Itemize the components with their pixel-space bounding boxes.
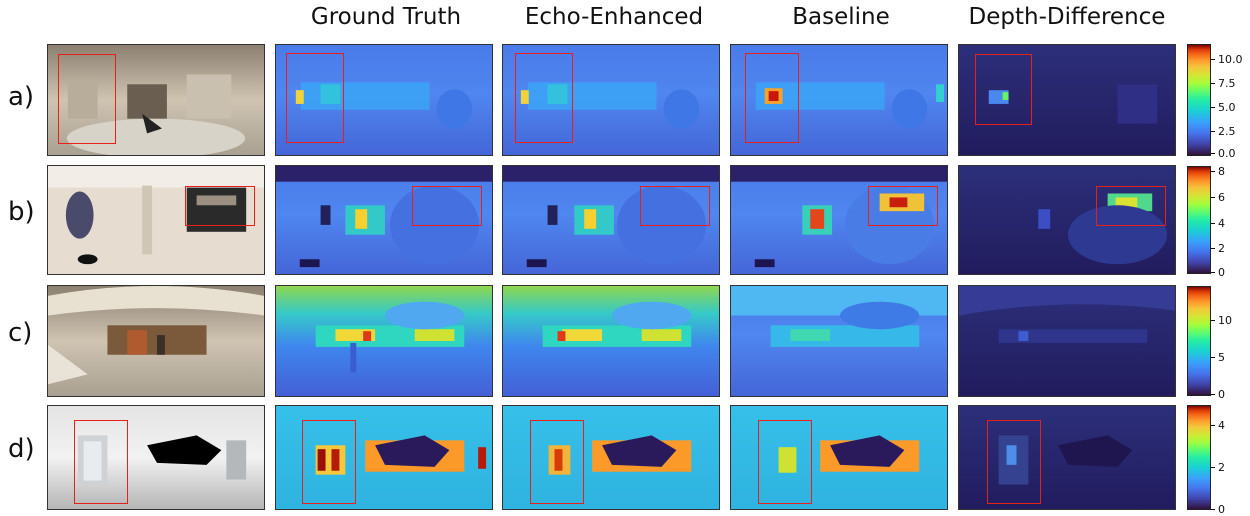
depth-map-echo-enhanced-b — [502, 165, 720, 275]
colorbar-tick-a-1: 7.5 — [1211, 78, 1236, 89]
depth-difference-map-b — [958, 165, 1176, 275]
highlight-box-ground-truth-a — [286, 53, 344, 143]
depth-difference-map-d — [958, 405, 1176, 510]
colorbar-tick-a-4: 0.0 — [1211, 148, 1236, 159]
depth-map-ground-truth-a — [275, 44, 493, 156]
highlight-box-echo-enhanced-b — [640, 186, 710, 226]
depth-difference-map-a — [958, 44, 1176, 156]
column-header-baseline: Baseline — [792, 4, 890, 30]
depth-map-ground-truth-d — [275, 405, 493, 510]
row-label-b: b) — [8, 197, 35, 227]
colorbar-tick-a-0: 10.0 — [1211, 54, 1243, 65]
colorbar-tick-b-4: 0 — [1211, 267, 1225, 278]
photo-b — [47, 165, 265, 275]
highlight-box-echo-enhanced-d — [530, 420, 584, 504]
colorbar-tick-c-1: 5 — [1211, 352, 1225, 363]
colorbar-tick-c-0: 10 — [1211, 315, 1232, 326]
colorbar-tick-b-3: 2 — [1211, 243, 1225, 254]
depth-difference-map-c — [958, 285, 1176, 397]
depth-map-baseline-d — [730, 405, 948, 510]
highlight-box-ground-truth-d — [302, 420, 356, 504]
colorbar-tick-d-0: 4 — [1211, 420, 1225, 431]
row-label-d: d) — [8, 434, 35, 464]
colorbar-tick-d-1: 2 — [1211, 462, 1225, 473]
colorbar-tick-d-2: 0 — [1211, 504, 1225, 515]
depth-map-baseline-a — [730, 44, 948, 156]
depth-map-ground-truth-c — [275, 285, 493, 397]
highlight-box-depth-difference-a — [975, 54, 1032, 125]
column-header-depth-difference: Depth-Difference — [968, 4, 1166, 30]
photo-d — [47, 405, 265, 510]
colorbar-b — [1187, 166, 1211, 274]
highlight-box-depth-difference-b — [1096, 186, 1166, 226]
depth-map-echo-enhanced-a — [502, 44, 720, 156]
colorbar-d — [1187, 405, 1211, 510]
highlight-box-ground-truth-b — [412, 186, 482, 226]
highlight-box-photo-d — [74, 420, 128, 504]
highlight-box-depth-difference-d — [987, 420, 1041, 504]
highlight-box-baseline-a — [745, 53, 799, 143]
highlight-box-photo-b — [185, 186, 255, 226]
photo-c — [47, 285, 265, 397]
colorbar-tick-b-1: 6 — [1211, 192, 1225, 203]
row-label-a: a) — [8, 82, 35, 112]
depth-map-echo-enhanced-c — [502, 285, 720, 397]
depth-map-echo-enhanced-d — [502, 405, 720, 510]
colorbar-tick-c-2: 0 — [1211, 389, 1225, 400]
colorbar-c — [1187, 286, 1211, 396]
column-header-ground-truth: Ground Truth — [310, 4, 462, 30]
column-header-echo-enhanced: Echo-Enhanced — [524, 4, 704, 30]
colorbar-tick-a-3: 2.5 — [1211, 126, 1236, 137]
colorbar-tick-b-0: 8 — [1211, 166, 1225, 177]
colorbar-tick-a-2: 5.0 — [1211, 102, 1236, 113]
highlight-box-baseline-b — [868, 186, 938, 226]
colorbar-a — [1187, 44, 1211, 156]
depth-map-baseline-b — [730, 165, 948, 275]
highlight-box-photo-a — [58, 54, 116, 144]
highlight-box-baseline-d — [758, 420, 812, 504]
highlight-box-echo-enhanced-a — [515, 53, 573, 143]
depth-map-baseline-c — [730, 285, 948, 397]
colorbar-tick-b-2: 4 — [1211, 218, 1225, 229]
photo-a — [47, 44, 265, 156]
row-label-c: c) — [8, 318, 33, 348]
